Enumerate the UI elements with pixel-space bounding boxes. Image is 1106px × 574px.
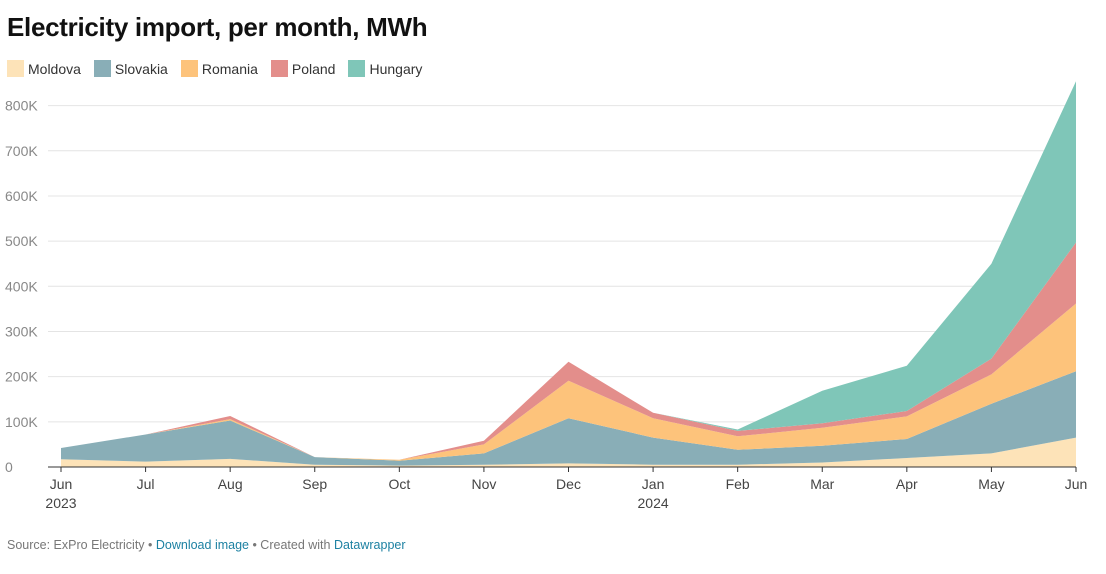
- x-tick-label: Oct: [388, 476, 410, 492]
- legend-item-moldova: Moldova: [7, 60, 81, 77]
- x-tick-label: Apr: [896, 476, 918, 492]
- x-tick-label: Dec: [556, 476, 581, 492]
- area-romania: [61, 303, 1076, 461]
- area-moldova: [61, 437, 1076, 467]
- x-tick-label: Sep: [302, 476, 327, 492]
- legend-swatch-poland: [270, 60, 288, 77]
- source-text: Source: ExPro Electricity: [7, 538, 145, 552]
- x-tick-label: Jan: [642, 476, 665, 492]
- legend-label-hungary: Hungary: [369, 60, 423, 77]
- x-tick-label: Jun: [50, 476, 73, 492]
- x-tick-label: Nov: [471, 476, 496, 492]
- x-year-label: 2023: [45, 495, 76, 511]
- download-image-link[interactable]: Download image: [155, 538, 249, 552]
- chart-title: Electricity import, per month, MWh: [7, 12, 428, 42]
- y-tick-label: 400K: [5, 278, 38, 294]
- x-tick-label: May: [978, 476, 1004, 492]
- legend-item-romania: Romania: [180, 60, 258, 77]
- x-tick-label: Feb: [726, 476, 750, 492]
- legend-item-poland: Poland: [270, 60, 336, 77]
- legend-item-slovakia: Slovakia: [93, 60, 168, 77]
- y-tick-label: 600K: [5, 188, 38, 204]
- y-tick-label: 100K: [5, 414, 38, 430]
- datawrapper-link[interactable]: Datawrapper: [333, 538, 406, 552]
- x-tick-label: Jun: [1065, 476, 1088, 492]
- legend: Moldova Slovakia Romania Poland Hungary: [7, 60, 435, 77]
- y-tick-label: 300K: [5, 323, 38, 339]
- y-tick-label: 200K: [5, 369, 38, 385]
- x-tick-label: Jul: [137, 476, 155, 492]
- y-tick-label: 800K: [5, 98, 38, 114]
- x-tick-label: Mar: [810, 476, 834, 492]
- grid-lines: [48, 105, 1076, 423]
- x-tick-label: Aug: [218, 476, 243, 492]
- legend-label-moldova: Moldova: [28, 60, 81, 77]
- legend-swatch-romania: [180, 60, 198, 77]
- legend-label-slovakia: Slovakia: [114, 60, 168, 77]
- legend-item-hungary: Hungary: [348, 60, 422, 77]
- legend-swatch-hungary: [348, 60, 366, 77]
- footer-separator: •: [144, 538, 156, 552]
- x-axis: Jun 2023 Jul Aug Sep Oct Nov Dec Jan 2024 Feb Mar Ap…: [45, 466, 1088, 511]
- y-tick-label: 500K: [5, 233, 38, 249]
- area-slovakia: [61, 371, 1076, 466]
- area-series: [61, 81, 1076, 467]
- y-tick-label: 700K: [5, 143, 38, 159]
- footer: Source: ExPro Electricity • Download ima…: [7, 538, 406, 552]
- legend-swatch-slovakia: [93, 60, 111, 77]
- x-year-label: 2024: [638, 495, 669, 511]
- y-tick-label: 0: [5, 459, 13, 475]
- legend-label-romania: Romania: [201, 60, 258, 77]
- legend-label-poland: Poland: [291, 60, 336, 77]
- created-with-text: • Created with: [248, 538, 334, 552]
- legend-swatch-moldova: [7, 60, 24, 77]
- y-axis: 0 100K 200K 300K 400K 500K 600K 700K 800K: [5, 98, 38, 475]
- stacked-area-chart: 0 100K 200K 300K 400K 500K 600K 700K 800K Jun 202…: [5, 81, 1088, 511]
